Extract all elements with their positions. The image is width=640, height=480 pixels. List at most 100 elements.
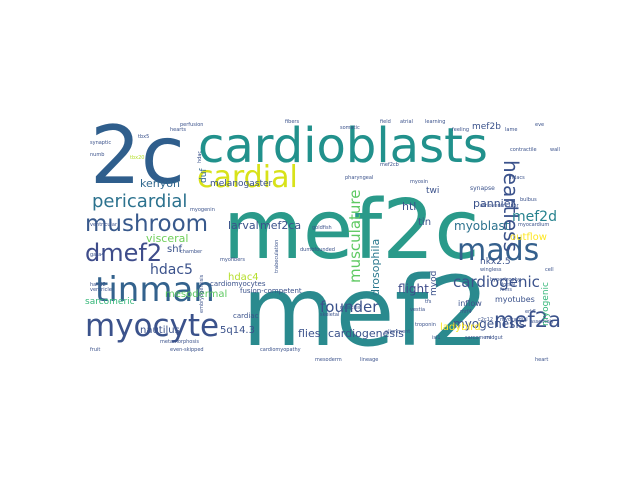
word-myocyte: myocyte [85, 308, 220, 344]
word-hdac4: hdac4 [228, 272, 259, 283]
word-cardiomyopathy: cardiomyopathy [260, 347, 301, 353]
word-mef2: mef2 [242, 256, 490, 368]
word-contractile: contractile [510, 147, 537, 153]
word-c2c12: c2c12 [478, 317, 494, 323]
word-visceral: visceral [146, 232, 189, 245]
word-tin: tin [418, 217, 432, 228]
word-chamber: chamber [180, 249, 203, 255]
word-wingless: wingless [480, 267, 502, 273]
word-sarcomeric: sarcomeric [85, 297, 135, 307]
word-hypertrophy: hypertrophy [490, 277, 521, 283]
word-ladybird: ladybird [440, 322, 481, 333]
word-inflow: inflow [458, 299, 482, 308]
word-synapse: synapse [470, 185, 495, 192]
word-twi: twi [426, 186, 440, 196]
word-mrf4: mrf4 [460, 309, 472, 315]
word-founder: founder [320, 298, 379, 316]
word-tinman: tinman [95, 270, 215, 310]
word-tbx20: tbx20 [130, 155, 145, 161]
word-htl: htl [402, 200, 417, 213]
word-vestia: vestia [410, 307, 426, 313]
word-fruit: fruit [90, 347, 101, 353]
word-myotubes: myotubes [495, 295, 535, 304]
word-hand2: hand2 [90, 282, 106, 288]
word-myofibers: myofibers [220, 257, 245, 263]
word-mesodermal: mesodermal [165, 289, 228, 300]
word-myogenesis: myogenesis [453, 317, 525, 331]
word-cardiogenesis: cardiogenesis [328, 327, 404, 340]
word-mads: mads [457, 233, 540, 268]
word-2c: 2c [90, 118, 185, 202]
word-myod: myod [429, 270, 439, 296]
word-synaptic: synaptic [90, 140, 112, 146]
word-duf: duf [199, 168, 209, 183]
word-myogenin: myogenin [190, 207, 215, 213]
word-wall: wall [550, 147, 560, 153]
word-hdac: hdac [197, 150, 203, 163]
word-cardial: cardial [197, 160, 298, 195]
word-erk5: erk5 [525, 309, 537, 315]
word-trabeculation: trabeculation [274, 239, 280, 273]
word-field: field [380, 119, 391, 125]
word-myoblast: myoblast [454, 219, 510, 233]
word-myocardial: myocardial [500, 317, 528, 323]
word-cardiac: cardiac [233, 312, 259, 320]
word-flies: flies [298, 327, 321, 340]
word-cardiomyocytes: cardiomyocytes [210, 280, 266, 288]
word-isl1: isl1 [432, 335, 441, 341]
word-atrial: atrial [400, 119, 413, 125]
word-flight: flight [398, 282, 429, 296]
word-sarcomere: sarcomere [465, 335, 492, 341]
word-shf: shf [167, 244, 183, 255]
word-lineage: lineage [360, 357, 379, 363]
word-mef2a: mef2a [494, 308, 560, 332]
word-mesoderm: mesoderm [315, 357, 342, 363]
word-skeletal: skeletal [320, 312, 340, 318]
word-cardiogenic: cardiogenic [453, 273, 540, 291]
word-eve: eve [535, 122, 545, 128]
word-alignment: alignment [385, 329, 411, 335]
word-pharyngeal: pharyngeal [345, 175, 374, 181]
word-heart: heart [535, 357, 549, 363]
word-hdacs: hdacs [510, 175, 525, 181]
word-perfusion: perfusion [180, 122, 204, 128]
word-muscles: muscles [340, 305, 361, 311]
word-troponin: troponin [415, 322, 436, 328]
word-assembly: assembly [530, 319, 554, 325]
word-embryogenesis: embryogenesis [199, 274, 205, 313]
word-learning: learning [425, 119, 446, 125]
word-larval: larval [228, 219, 259, 232]
word-pericardial: pericardial [92, 191, 188, 212]
word-mef2b: mef2b [472, 122, 501, 132]
word-gata4: gata4 [90, 252, 105, 258]
word-feeling: feeling [452, 127, 470, 133]
word-mef2d: mef2d [512, 209, 557, 225]
word-hdac5: hdac5 [150, 262, 193, 278]
word-myosin: myosin [410, 179, 429, 185]
word-outflow: outflow [510, 232, 547, 243]
word-5q14.3: 5q14.3 [220, 325, 255, 336]
word-somatic: somatic [340, 125, 360, 131]
word-lame: lame [505, 127, 518, 133]
word-mef2c: mef2c [223, 183, 480, 278]
word-fibers: fibers [285, 119, 300, 125]
word-musculature: musculature [346, 189, 364, 283]
word-ventricle: ventricle [90, 287, 112, 293]
word-mushroom: mushroom [85, 211, 209, 237]
word-ventricular: ventricular [90, 222, 118, 228]
word-pannier: pannier [473, 197, 516, 210]
word-midgut: midgut [485, 335, 503, 341]
word-drosophila: drosophila [369, 238, 382, 296]
word-hearts: hearts [170, 127, 186, 133]
word-mef2ca: mef2ca [260, 219, 302, 232]
word-goldfish: goldfish [312, 225, 332, 231]
word-dumbfounded: dumbfounded [300, 247, 335, 253]
word-metamorphosis: metamorphosis [160, 339, 199, 345]
word-dorsal: dorsal [500, 282, 516, 288]
word-nautilus: nautilus [140, 325, 180, 336]
word-cardioblasts: cardioblasts [198, 118, 488, 174]
word-numb: numb [90, 152, 105, 158]
word-bulbus: bulbus [520, 197, 537, 203]
word-nkx2.5: nkx2.5 [480, 257, 511, 267]
word-myocardium: myocardium [518, 222, 550, 228]
